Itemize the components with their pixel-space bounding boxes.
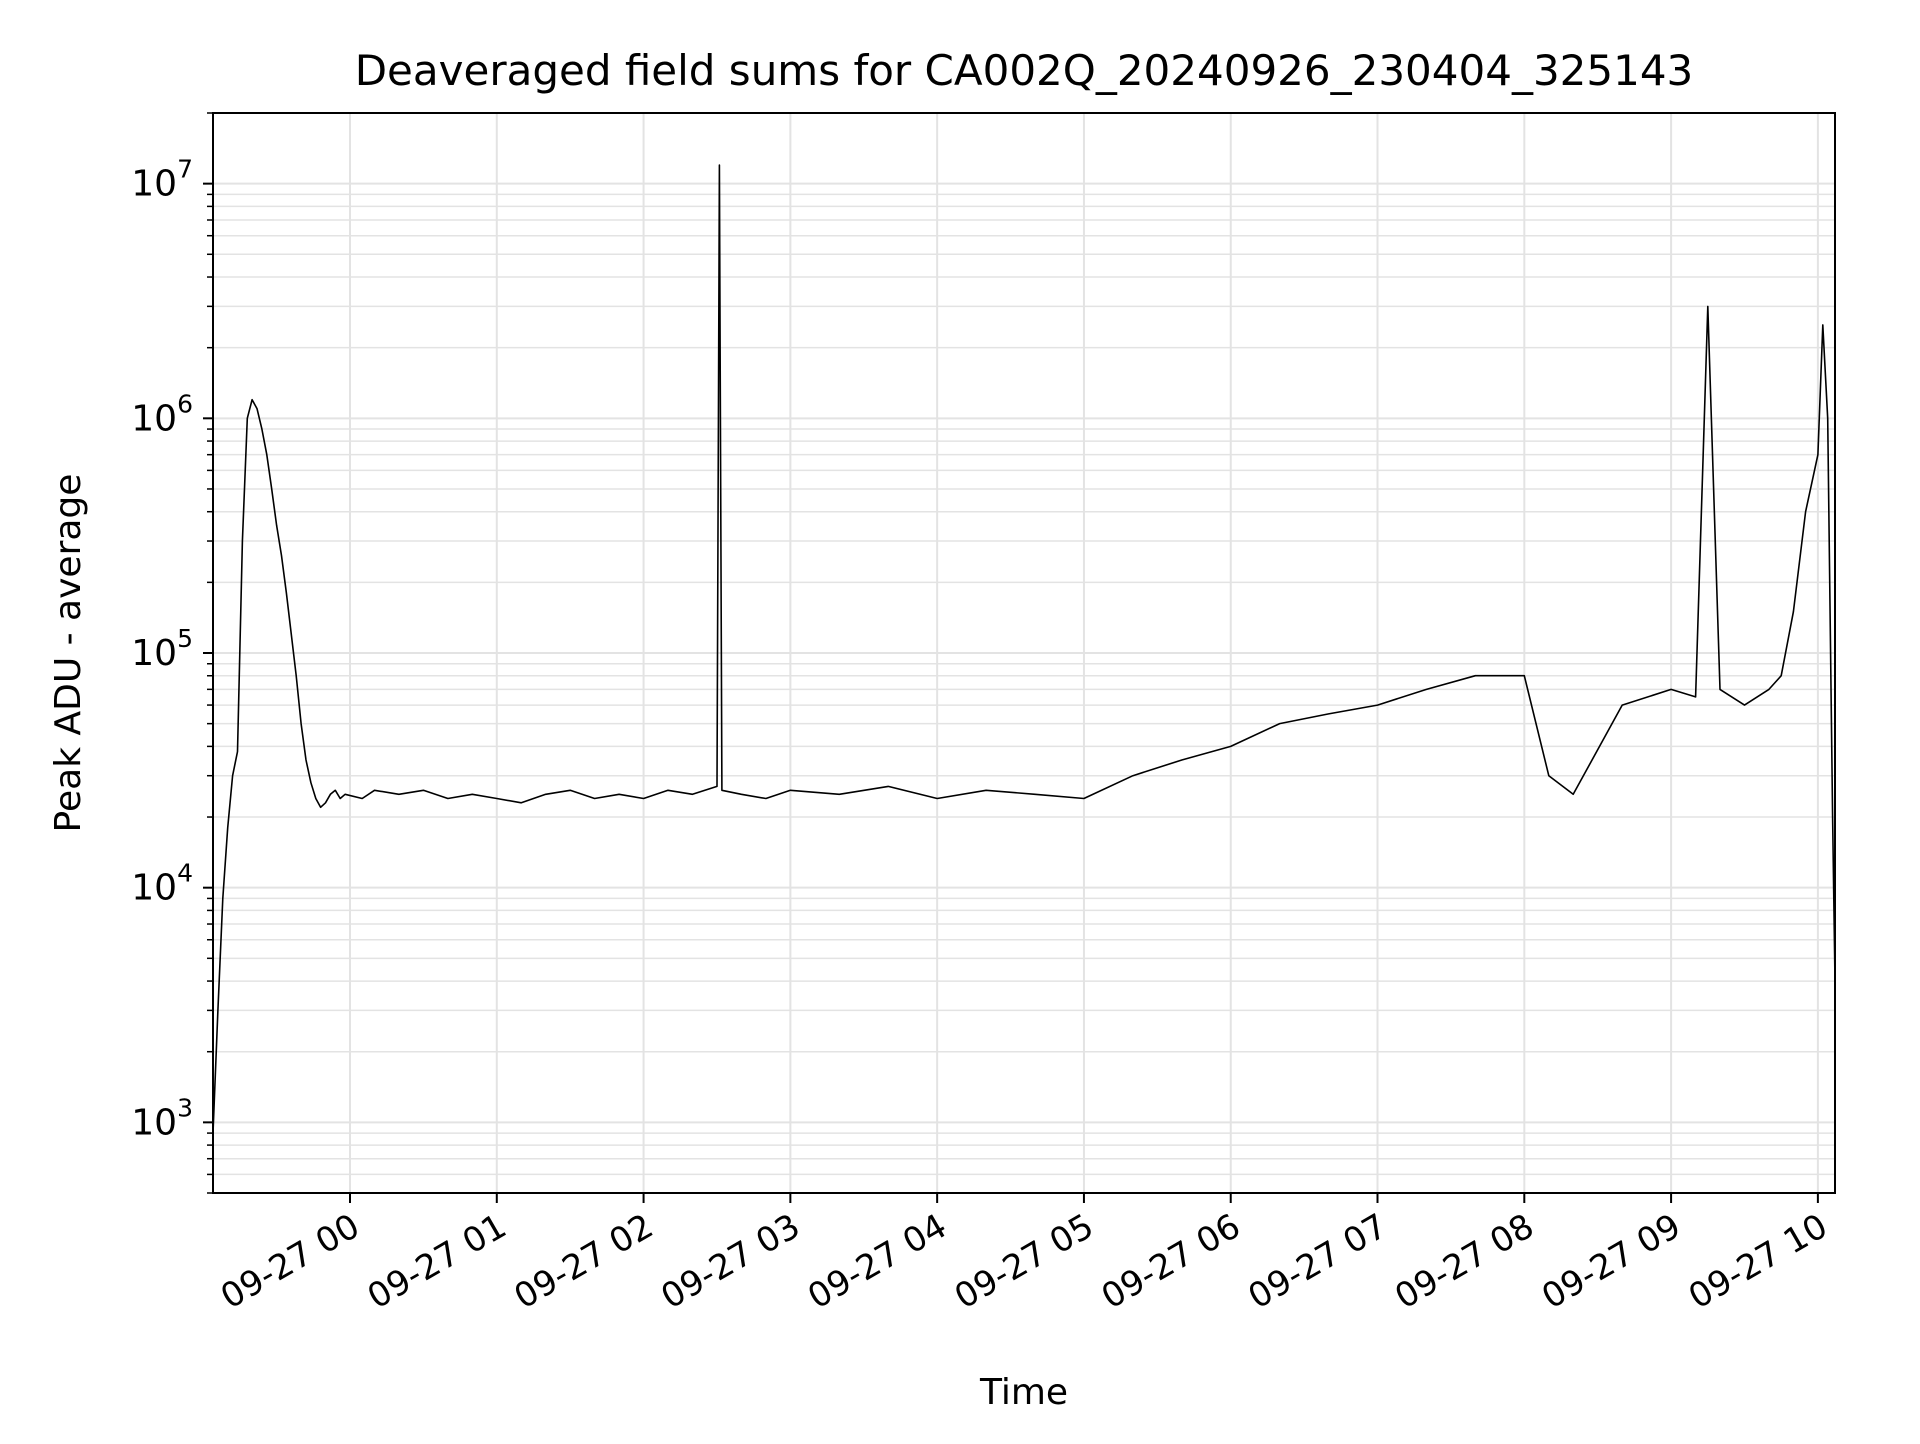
x-tick-label: 09-27 04 [801, 1206, 953, 1317]
y-tick-label: 107 [131, 155, 193, 205]
x-tick-label: 09-27 03 [654, 1206, 806, 1317]
y-tick-label: 104 [131, 859, 193, 909]
x-tick-label: 09-27 09 [1535, 1206, 1687, 1317]
y-tick-label: 106 [131, 389, 193, 439]
data-layer [212, 164, 1836, 1134]
x-tick-label: 09-27 02 [508, 1206, 660, 1317]
chart-title: Deaveraged field sums for CA002Q_2024092… [355, 46, 1694, 95]
grid-layer [213, 112, 1835, 1194]
y-axis-label: Peak ADU - average [48, 474, 89, 833]
x-tick-label: 09-27 00 [214, 1206, 366, 1317]
x-tick-label: 09-27 05 [948, 1206, 1100, 1317]
y-tick-label: 105 [131, 624, 193, 674]
x-tick-label: 09-27 01 [361, 1206, 513, 1317]
x-tick-label: 09-27 07 [1242, 1206, 1394, 1317]
series-line [212, 164, 1836, 1134]
x-tick-label: 09-27 10 [1682, 1206, 1834, 1317]
y-tick-label: 103 [131, 1093, 193, 1143]
x-tick-label: 09-27 06 [1095, 1206, 1247, 1317]
x-axis-label: Time [979, 1372, 1068, 1413]
x-tick-label: 09-27 08 [1388, 1206, 1540, 1317]
